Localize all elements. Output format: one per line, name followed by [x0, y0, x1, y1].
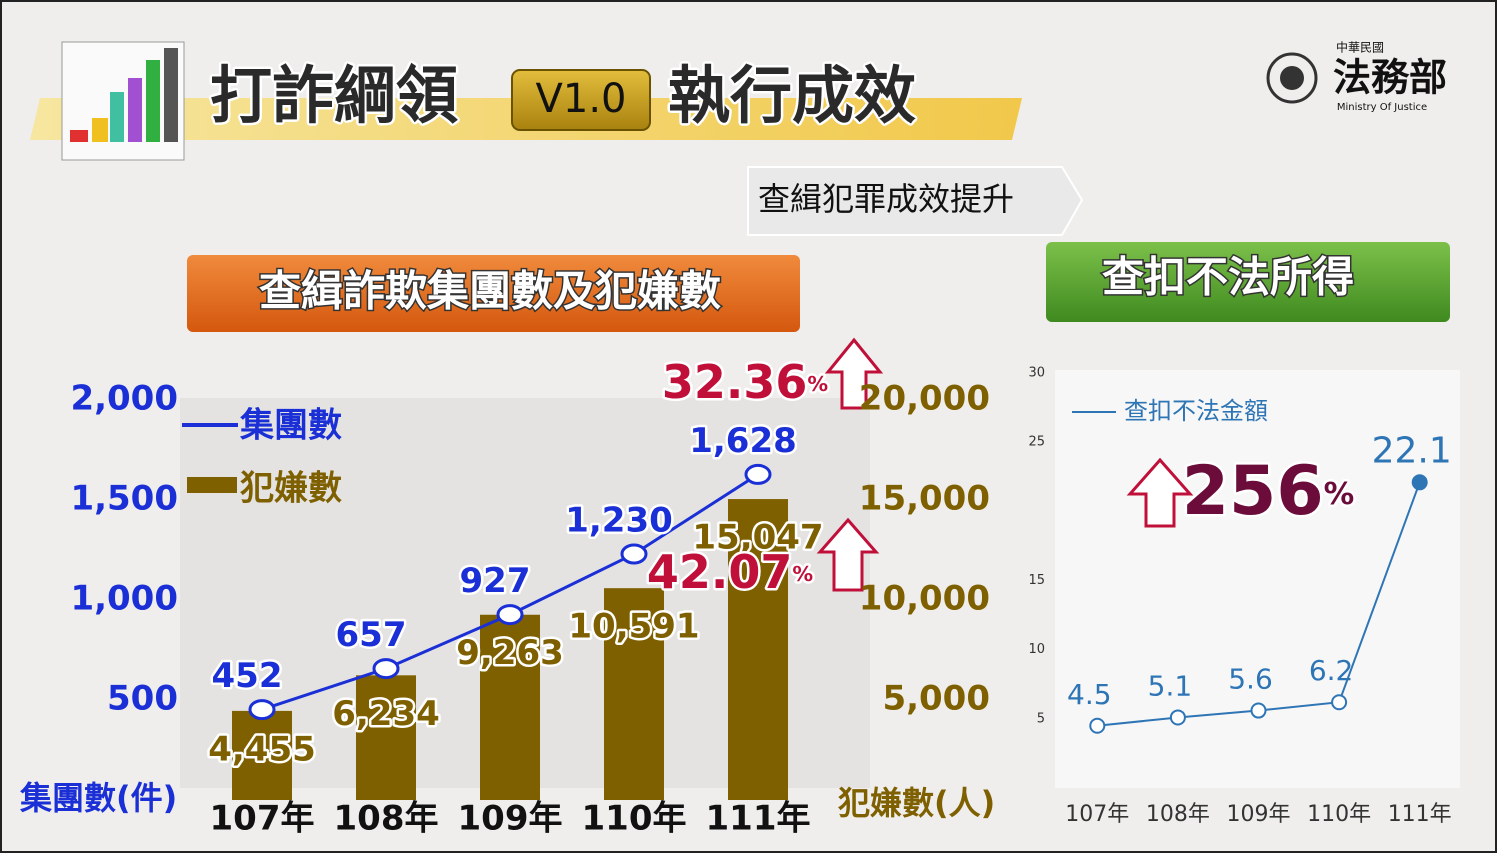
bar-value-label: 10,591: [568, 607, 699, 647]
annotation-unit: %: [1324, 477, 1355, 512]
line-value-label: 6.2: [1309, 654, 1354, 687]
line-point: [1250, 702, 1267, 719]
title-left: 打詐綱領: [210, 59, 458, 132]
annotation: 32.36%: [662, 355, 829, 409]
annotation-value: 32.36: [662, 355, 808, 409]
line-value-label: 5.6: [1228, 663, 1273, 696]
x-tick-label: 110年: [582, 799, 687, 839]
annotation-unit: %: [807, 372, 828, 396]
line-point: [744, 463, 772, 485]
annotation: 42.07%: [647, 545, 814, 599]
bar: [356, 675, 416, 800]
bar-value-label: 4,455: [208, 729, 316, 769]
x-tick-label: 108年: [1146, 802, 1210, 827]
annotation-value: 256: [1182, 452, 1324, 531]
annotation-unit: %: [792, 562, 813, 586]
y-axis-title: 集團數(件): [19, 779, 177, 817]
subtitle: 查緝犯罪成效提升: [758, 180, 1014, 218]
title-right: 執行成效: [668, 59, 916, 132]
chart-title: 查緝詐欺集團數及犯嫌數: [259, 267, 721, 316]
line-point: [372, 658, 400, 680]
subtitle-box: [747, 166, 1084, 236]
line-point: [496, 604, 524, 626]
x-tick-label: 109年: [458, 799, 563, 839]
line-point: [620, 543, 648, 565]
line-value-label: 5.1: [1148, 669, 1193, 702]
line-value-label: 1,230: [565, 501, 673, 541]
org-name: 法務部: [1333, 56, 1447, 100]
y-tick-label: 25: [1028, 435, 1045, 450]
line-value-label: 22.1: [1372, 430, 1452, 471]
version-box: [511, 69, 651, 131]
org-small: 中華民國: [1336, 40, 1384, 55]
up-arrow: [816, 517, 880, 592]
legend-swatch: [187, 477, 237, 493]
bar: [480, 614, 540, 800]
line-value-label: 1,628: [689, 421, 797, 461]
x-tick-label: 109年: [1227, 802, 1291, 827]
legend-label: 犯嫌數: [240, 469, 342, 509]
title-box: [187, 255, 800, 332]
bar: [232, 710, 292, 800]
annotation: 256%: [1182, 452, 1355, 531]
y2-tick-label: 20,000: [859, 379, 990, 419]
x-tick-label: 110年: [1307, 802, 1371, 827]
up-arrow: [1126, 457, 1194, 528]
y2-axis-title: 犯嫌數(人): [838, 784, 995, 822]
line-value-label: 452: [212, 656, 283, 696]
y-tick-label: 15: [1028, 573, 1045, 588]
y2-tick-label: 15,000: [859, 479, 990, 519]
legend-label: 集團數: [239, 406, 342, 446]
up-arrow: [824, 337, 884, 410]
logo: 中華民國 法務部 Ministry Of Justice: [1266, 40, 1447, 113]
x-tick-label: 107年: [1065, 802, 1129, 827]
line-point: [1331, 694, 1348, 711]
legend-label: 查扣不法金額: [1124, 397, 1268, 425]
y-tick-label: 10: [1028, 642, 1045, 657]
line-value-label: 927: [460, 561, 531, 601]
org-en: Ministry Of Justice: [1337, 102, 1427, 113]
y-tick-label: 30: [1028, 366, 1045, 381]
line-point: [1089, 717, 1106, 734]
y-tick-label: 1,000: [70, 579, 178, 619]
title-box: [1046, 242, 1450, 322]
line-value-label: 657: [336, 615, 407, 655]
y-tick-label: 500: [107, 679, 178, 719]
y-tick-label: 1,500: [70, 479, 178, 519]
line-point: [248, 699, 276, 721]
x-tick-label: 108年: [334, 799, 439, 839]
x-tick-label: 107年: [210, 799, 315, 839]
bar-value-label: 15,047: [692, 518, 823, 558]
y-tick-label: 2,000: [70, 379, 178, 419]
chart-title: 查扣不法所得: [1102, 253, 1354, 302]
chart-icon: [61, 41, 185, 161]
line-value-label: 4.5: [1067, 678, 1112, 711]
bar: [604, 588, 664, 800]
bar-value-label: 9,263: [456, 633, 564, 673]
x-tick-label: 111年: [706, 799, 811, 839]
y2-tick-label: 5,000: [882, 679, 990, 719]
bar-value-label: 6,234: [332, 694, 440, 734]
bar: [728, 499, 788, 800]
y-tick-label: 5: [1037, 711, 1045, 726]
version: V1.0: [536, 76, 627, 122]
x-tick-label: 111年: [1388, 802, 1452, 827]
line-point: [1169, 709, 1186, 726]
y2-tick-label: 10,000: [859, 579, 990, 619]
annotation-value: 42.07: [647, 545, 793, 599]
line-point: [1411, 474, 1428, 491]
